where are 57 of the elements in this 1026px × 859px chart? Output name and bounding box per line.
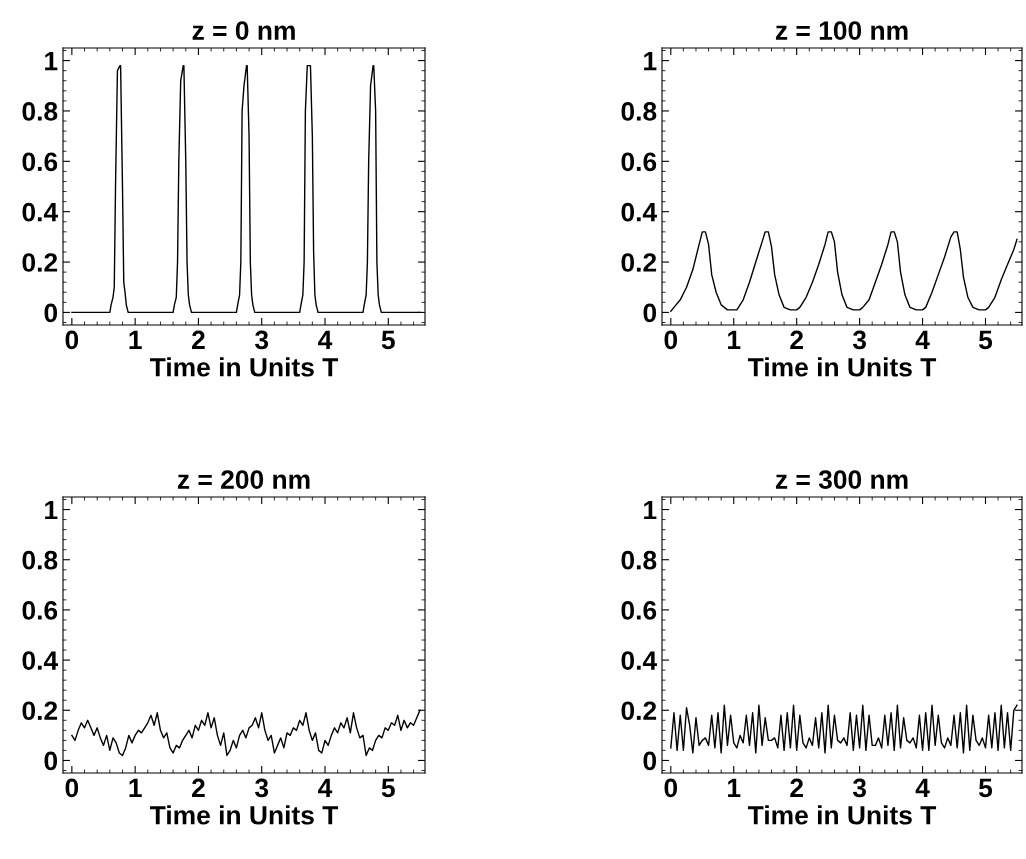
x-axis-title: Time in Units T: [149, 357, 339, 377]
x-tick-label: 5: [978, 778, 993, 798]
y-tick-label: 0.8: [621, 550, 657, 570]
y-tick-label: 0.2: [22, 253, 58, 272]
x-tick-label: 5: [978, 330, 993, 350]
y-tick-label: 0.2: [621, 253, 657, 272]
x-tick-label: 5: [381, 330, 395, 350]
x-tick-label: 0: [65, 330, 79, 350]
y-tick-label: 0.4: [22, 651, 58, 670]
y-tick-label: 1: [45, 52, 58, 71]
y-tick-label: 0.4: [621, 202, 657, 222]
x-tick-label: 3: [852, 330, 867, 350]
y-tick-label: 0.8: [22, 550, 58, 570]
y-tick-label: 0.2: [22, 701, 58, 721]
x-axis-title: Time in Units T: [149, 805, 339, 825]
x-tick-label: 5: [381, 778, 395, 798]
x-tick-label: 3: [254, 778, 269, 798]
y-tick-label: 0.4: [22, 202, 58, 222]
x-tick-label: 1: [728, 330, 741, 349]
y-tick-label: 0.6: [621, 152, 657, 172]
y-tick-label: 1: [644, 500, 657, 520]
y-tick-label: 0.6: [621, 601, 657, 620]
y-tick-label: 0.8: [22, 102, 58, 121]
y-tick-label: 0.6: [22, 152, 58, 172]
x-tick-label: 2: [790, 330, 803, 349]
y-tick-label: 0: [643, 751, 657, 771]
y-tick-label: 0: [44, 303, 58, 323]
y-tick-label: 0.8: [621, 102, 657, 121]
y-tick-label: 1: [644, 52, 657, 71]
y-tick-label: 0.4: [621, 651, 657, 670]
x-tick-label: 1: [129, 330, 142, 349]
x-tick-label: 0: [65, 778, 79, 798]
x-tick-label: 2: [192, 778, 205, 797]
line-series: [670, 704, 1018, 754]
y-tick-label: 0: [44, 751, 58, 771]
x-tick-label: 3: [254, 330, 269, 350]
x-tick-label: 3: [852, 778, 867, 798]
x-axis-title: Time in Units T: [747, 805, 937, 825]
x-tick-label: 4: [915, 330, 930, 349]
x-tick-label: 0: [664, 778, 678, 798]
y-tick-label: 0.6: [22, 601, 58, 620]
x-tick-label: 4: [915, 778, 930, 797]
chart-title: z = 100 nm: [775, 21, 908, 40]
y-tick-label: 1: [45, 500, 58, 520]
x-tick-label: 4: [318, 778, 333, 797]
x-tick-label: 1: [129, 778, 142, 797]
x-axis-title: Time in Units T: [747, 357, 937, 377]
x-tick-label: 2: [790, 778, 803, 797]
chart-title: z = 0 nm: [192, 21, 295, 40]
y-tick-label: 0: [643, 303, 657, 323]
chart-title: z = 200 nm: [177, 470, 310, 489]
chart-title: z = 300 nm: [775, 470, 908, 489]
x-tick-label: 0: [664, 330, 678, 350]
x-tick-label: 4: [318, 330, 333, 349]
x-tick-label: 1: [728, 778, 741, 797]
y-tick-label: 0.2: [621, 701, 657, 721]
x-tick-label: 2: [192, 330, 205, 349]
